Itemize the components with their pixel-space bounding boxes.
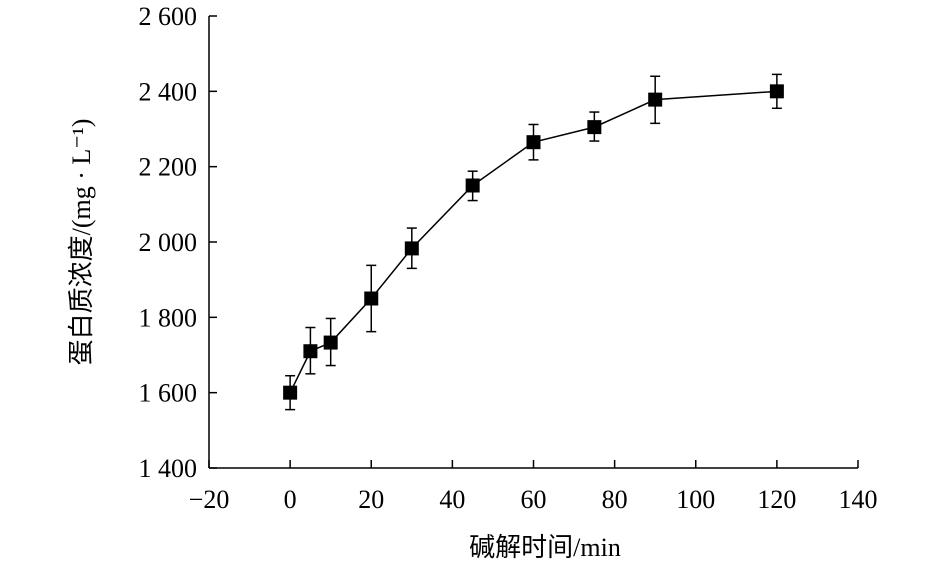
x-tick-label: 20: [358, 485, 384, 514]
x-tick-label: 100: [676, 485, 715, 514]
x-ticks: −20 0 20 40 60 80 100 120 140: [189, 460, 878, 514]
y-tick-label: 2 000: [139, 228, 198, 257]
plot-area: [283, 73, 784, 411]
x-tick-label: 140: [839, 485, 878, 514]
x-tick-label: 40: [439, 485, 465, 514]
y-tick-label: 1 600: [139, 379, 198, 408]
data-point-marker: [404, 241, 419, 256]
y-tick-label: 2 200: [139, 153, 198, 182]
data-point-marker: [526, 135, 541, 150]
y-tick-label: 1 800: [139, 303, 198, 332]
y-tick-label: 2 400: [139, 77, 198, 106]
series-line: [289, 90, 777, 393]
data-point-marker: [769, 84, 784, 99]
x-tick-label: −20: [189, 485, 230, 514]
x-tick-label: 60: [521, 485, 547, 514]
data-point-marker: [283, 385, 298, 400]
x-tick-label: 80: [602, 485, 628, 514]
data-point-marker: [587, 120, 602, 135]
data-point-marker: [465, 178, 480, 193]
x-axis-title: 碱解时间/min: [469, 533, 621, 562]
x-tick-label: 0: [284, 485, 297, 514]
x-tick-label: 120: [757, 485, 796, 514]
data-point-marker: [364, 291, 379, 306]
y-tick-label: 2 600: [139, 2, 198, 31]
data-point-marker: [323, 335, 338, 350]
y-axis-title: 蛋白质浓度/(mg · L⁻¹): [67, 119, 96, 366]
axes: [208, 16, 858, 469]
y-tick-label: 1 400: [139, 454, 198, 483]
data-point-marker: [303, 344, 318, 359]
data-point-marker: [648, 92, 663, 107]
y-ticks: 1 400 1 600 1 800 2 000 2 200 2 400 2 600: [139, 2, 217, 483]
